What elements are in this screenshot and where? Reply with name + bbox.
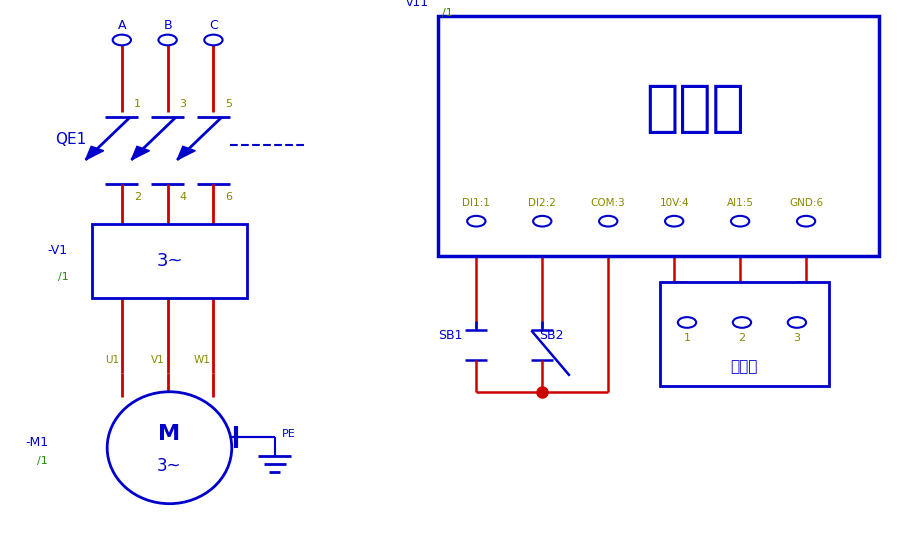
- Circle shape: [533, 216, 551, 227]
- Text: 4: 4: [180, 192, 187, 202]
- Circle shape: [665, 216, 683, 227]
- Polygon shape: [85, 146, 104, 160]
- Text: U1: U1: [105, 355, 119, 365]
- Circle shape: [731, 216, 749, 227]
- Ellipse shape: [107, 392, 232, 504]
- Circle shape: [797, 216, 815, 227]
- Circle shape: [113, 35, 131, 45]
- Text: AI1:5: AI1:5: [726, 198, 754, 207]
- Text: 1: 1: [683, 334, 691, 343]
- Text: QE1: QE1: [55, 132, 86, 148]
- Text: /1: /1: [37, 456, 48, 466]
- Text: GND:6: GND:6: [789, 198, 823, 207]
- Text: 6: 6: [225, 192, 233, 202]
- Text: W1: W1: [194, 355, 211, 365]
- Text: B: B: [163, 19, 172, 31]
- Bar: [438, 16, 879, 256]
- Polygon shape: [177, 146, 195, 160]
- Bar: [660, 282, 829, 386]
- Text: 变频器: 变频器: [646, 82, 745, 136]
- Text: /1: /1: [442, 9, 453, 18]
- Text: 3: 3: [793, 334, 801, 343]
- Text: 1: 1: [134, 99, 141, 109]
- Text: v11: v11: [406, 0, 429, 9]
- Text: M: M: [158, 424, 180, 445]
- Text: -V1: -V1: [48, 244, 68, 257]
- Circle shape: [204, 35, 223, 45]
- Circle shape: [733, 317, 751, 328]
- Text: A: A: [117, 19, 126, 31]
- Text: DI1:1: DI1:1: [463, 198, 490, 207]
- Text: 5: 5: [225, 99, 233, 109]
- Text: DI2:2: DI2:2: [529, 198, 556, 207]
- Text: 3: 3: [180, 99, 187, 109]
- Polygon shape: [131, 146, 149, 160]
- Circle shape: [599, 216, 617, 227]
- Text: C: C: [209, 19, 218, 31]
- Text: SB1: SB1: [438, 329, 463, 342]
- Text: PE: PE: [282, 430, 296, 439]
- Text: 3~: 3~: [158, 457, 181, 475]
- Bar: [92, 224, 247, 298]
- Circle shape: [788, 317, 806, 328]
- Text: 2: 2: [134, 192, 141, 202]
- Circle shape: [158, 35, 177, 45]
- Text: 3~: 3~: [157, 252, 182, 270]
- Circle shape: [467, 216, 485, 227]
- Text: COM:3: COM:3: [591, 198, 626, 207]
- Text: 电位器: 电位器: [731, 359, 758, 374]
- Text: V1: V1: [151, 355, 165, 365]
- Text: 10V:4: 10V:4: [660, 198, 689, 207]
- Text: /1: /1: [58, 272, 69, 282]
- Text: -M1: -M1: [26, 436, 49, 449]
- Text: SB2: SB2: [540, 329, 564, 342]
- Circle shape: [678, 317, 696, 328]
- Text: 2: 2: [738, 334, 746, 343]
